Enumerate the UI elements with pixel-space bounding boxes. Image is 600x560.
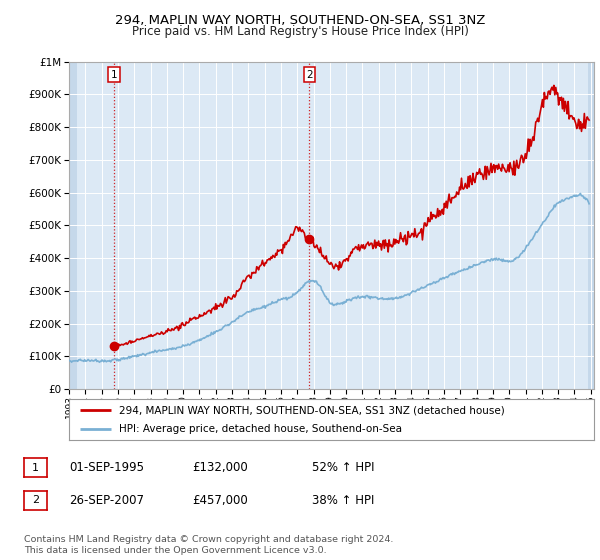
Text: Contains HM Land Registry data © Crown copyright and database right 2024.: Contains HM Land Registry data © Crown c…: [24, 535, 394, 544]
Text: 26-SEP-2007: 26-SEP-2007: [69, 493, 144, 507]
Text: 2: 2: [32, 495, 39, 505]
Bar: [69, 62, 77, 389]
Text: 01-SEP-1995: 01-SEP-1995: [69, 461, 144, 474]
Text: 2: 2: [306, 70, 313, 80]
Bar: [588, 62, 596, 389]
Text: £132,000: £132,000: [192, 461, 248, 474]
Text: 294, MAPLIN WAY NORTH, SOUTHEND-ON-SEA, SS1 3NZ: 294, MAPLIN WAY NORTH, SOUTHEND-ON-SEA, …: [115, 14, 485, 27]
Text: 52% ↑ HPI: 52% ↑ HPI: [312, 461, 374, 474]
Text: 38% ↑ HPI: 38% ↑ HPI: [312, 493, 374, 507]
Text: 1: 1: [110, 70, 117, 80]
Text: £457,000: £457,000: [192, 493, 248, 507]
Text: 1: 1: [32, 463, 39, 473]
Text: 294, MAPLIN WAY NORTH, SOUTHEND-ON-SEA, SS1 3NZ (detached house): 294, MAPLIN WAY NORTH, SOUTHEND-ON-SEA, …: [119, 405, 505, 415]
Text: Price paid vs. HM Land Registry's House Price Index (HPI): Price paid vs. HM Land Registry's House …: [131, 25, 469, 38]
Text: HPI: Average price, detached house, Southend-on-Sea: HPI: Average price, detached house, Sout…: [119, 424, 402, 433]
Text: This data is licensed under the Open Government Licence v3.0.: This data is licensed under the Open Gov…: [24, 546, 326, 555]
